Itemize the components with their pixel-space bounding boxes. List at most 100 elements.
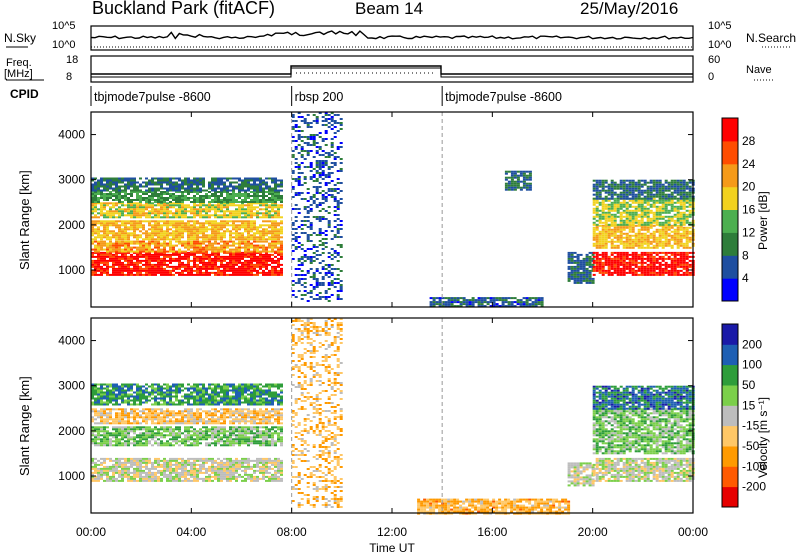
colorbar-swatch-5 [722, 163, 738, 188]
power-panel-frame [90, 111, 694, 308]
power-region-1 [91, 240, 283, 253]
x-axis-ticks: 00:00 04:00 08:00 12:00 16:00 20:00 00:00 [76, 525, 708, 539]
colorbar-tick-2: 12 [742, 225, 756, 239]
colorbar-frame [721, 117, 739, 302]
y-tick-label-1: 2000 [58, 218, 85, 232]
colorbar-swatch-3 [722, 425, 738, 447]
power-region-7 [429, 297, 544, 308]
colorbar-tick-4: -15 [742, 419, 760, 433]
velocity-axes: 1000 2000 3000 4000 [58, 318, 694, 513]
y-tick-label-3: 4000 [58, 128, 85, 142]
freq-panel: Freq. [MHz] 18 8 60 0 Nave [4, 54, 774, 83]
power-region-5 [91, 177, 283, 192]
power-region-6 [291, 112, 343, 302]
velocity-region-3 [91, 383, 283, 406]
y-tick-label-0: 1000 [58, 469, 85, 483]
colorbar-tick-6: -100 [742, 459, 766, 473]
x-tick-label-4: 16:00 [477, 525, 507, 539]
y-tick-label-2: 3000 [58, 379, 85, 393]
colorbar-tick-3: 15 [742, 398, 756, 412]
noise-right-tick-low: 10^0 [708, 39, 732, 51]
colorbar-tick-0: 200 [742, 337, 762, 351]
power-region-10 [592, 251, 695, 276]
cpid-row: CPID tbjmode7pulse -8600 rbsp 200 tbjmode7… [10, 86, 562, 106]
y-tick-label-0: 1000 [58, 263, 85, 277]
colorbar-swatch-6 [722, 364, 738, 386]
colorbar-tick-3: 16 [742, 203, 756, 217]
power-region-4 [91, 191, 283, 203]
velocity-colorbar: Velocity [m s⁻¹] 200 100 50 15 -15 -50 -100 -20… [721, 323, 770, 508]
colorbar-swatch-5 [722, 385, 738, 406]
power-region-0 [91, 251, 283, 276]
noise-panel: N.Sky 10^5 10^0 10^5 10^0 N.Search [4, 20, 796, 51]
colorbar-swatch-7 [722, 118, 738, 142]
x-tick-label-5: 20:00 [578, 525, 608, 539]
colorbar-tick-5: -50 [742, 439, 760, 453]
velocity-region-7 [592, 457, 695, 482]
colorbar-tick-2: 50 [742, 378, 756, 392]
cpid-label: CPID [10, 87, 39, 101]
colorbar-tick-5: 24 [742, 157, 756, 171]
noise-sky-trace [90, 30, 694, 40]
power-data-layer [91, 112, 695, 308]
freq-label: Freq. [6, 57, 32, 69]
noise-left-tick-low: 10^0 [52, 39, 76, 51]
y-tick-label-1: 2000 [58, 424, 85, 438]
colorbar-swatch-0 [722, 486, 738, 508]
velocity-region-2 [91, 408, 283, 425]
power-region-2 [91, 220, 283, 241]
velocity-ylabel: Slant Range [km] [17, 376, 32, 476]
header-site: Buckland Park (fitACF) [92, 0, 275, 18]
colorbar-swatch-2 [722, 232, 738, 256]
power-axes: 1000 2000 3000 4000 [58, 112, 694, 307]
colorbar-frame [721, 323, 739, 508]
velocity-panel-frame [90, 317, 694, 514]
y-tick-label-2: 3000 [58, 173, 85, 187]
power-region-13 [592, 179, 695, 200]
velocity-region-4 [291, 318, 343, 508]
colorbar-tick-4: 20 [742, 180, 756, 194]
colorbar-swatch-4 [722, 405, 738, 427]
nave-trace [91, 67, 693, 78]
velocity-region-0 [91, 457, 283, 482]
nave-tick-low: 0 [708, 71, 714, 83]
x-tick-label-6: 00:00 [678, 525, 708, 539]
noise-left-tick-high: 10^5 [52, 20, 76, 32]
power-colorbar: Power [dB] 4 8 12 16 20 24 28 [721, 117, 770, 302]
noise-right-tick-high: 10^5 [708, 20, 732, 32]
power-region-9 [567, 251, 595, 284]
colorbar-swatch-4 [722, 186, 738, 210]
colorbar-swatch-7 [722, 344, 738, 366]
colorbar-swatch-1 [722, 466, 738, 488]
x-axis-label: Time UT [369, 541, 415, 554]
freq-tick-high: 18 [66, 54, 78, 66]
freq-tick-low: 8 [66, 71, 72, 83]
colorbar-tick-1: 8 [742, 248, 749, 262]
colorbar-swatch-3 [722, 209, 738, 233]
velocity-panel: 1000 2000 3000 4000 Slant Range [km] [17, 317, 695, 515]
colorbar-swatch-0 [722, 278, 738, 302]
velocity-region-1 [91, 426, 283, 447]
header-date: 25/May/2016 [580, 0, 678, 18]
nave-tick-high: 60 [708, 54, 720, 66]
colorbar-swatch-1 [722, 255, 738, 279]
colorbar-tick-6: 28 [742, 134, 756, 148]
x-tick-label-3: 12:00 [377, 525, 407, 539]
cpid-segment-label-2: tbjmode7pulse -8600 [445, 90, 562, 104]
power-region-8 [504, 170, 532, 191]
colorbar-swatch-2 [722, 446, 738, 467]
header-beam: Beam 14 [355, 0, 423, 18]
freq-unit: [MHz] [4, 68, 33, 80]
noise-search-label: N.Search [746, 31, 796, 45]
colorbar-swatch-8 [722, 324, 738, 345]
cpid-segment-label-1: rbsp 200 [295, 90, 344, 104]
power-ylabel: Slant Range [km] [17, 170, 32, 270]
velocity-region-6 [567, 462, 595, 487]
velocity-region-5 [417, 498, 571, 515]
colorbar-tick-0: 4 [742, 271, 749, 285]
velocity-data-layer [91, 318, 695, 515]
freq-trace [91, 65, 693, 75]
freq-panel-frame [90, 55, 694, 83]
colorbar-swatch-6 [722, 140, 738, 165]
